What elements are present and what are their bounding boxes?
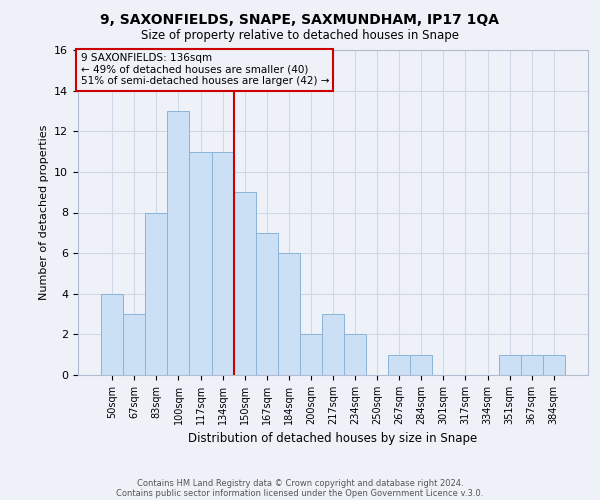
Bar (499, 354, 521, 375)
Bar (167, 111, 190, 375)
Bar (543, 354, 565, 375)
Bar (123, 314, 145, 375)
Text: Size of property relative to detached houses in Snape: Size of property relative to detached ho… (141, 29, 459, 42)
Text: 9 SAXONFIELDS: 136sqm
← 49% of detached houses are smaller (40)
51% of semi-deta: 9 SAXONFIELDS: 136sqm ← 49% of detached … (80, 53, 329, 86)
Bar (278, 253, 300, 375)
Bar (344, 334, 366, 375)
Bar (388, 354, 410, 375)
Y-axis label: Number of detached properties: Number of detached properties (38, 125, 49, 300)
Bar (190, 152, 212, 375)
Text: Contains HM Land Registry data © Crown copyright and database right 2024.: Contains HM Land Registry data © Crown c… (137, 478, 463, 488)
Bar (410, 354, 433, 375)
Bar (212, 152, 233, 375)
Bar (256, 233, 278, 375)
Bar (521, 354, 543, 375)
Text: 9, SAXONFIELDS, SNAPE, SAXMUNDHAM, IP17 1QA: 9, SAXONFIELDS, SNAPE, SAXMUNDHAM, IP17 … (101, 12, 499, 26)
Text: Contains public sector information licensed under the Open Government Licence v.: Contains public sector information licen… (116, 488, 484, 498)
Bar (322, 314, 344, 375)
X-axis label: Distribution of detached houses by size in Snape: Distribution of detached houses by size … (188, 432, 478, 446)
Bar (101, 294, 123, 375)
Bar (233, 192, 256, 375)
Bar (145, 212, 167, 375)
Bar (300, 334, 322, 375)
